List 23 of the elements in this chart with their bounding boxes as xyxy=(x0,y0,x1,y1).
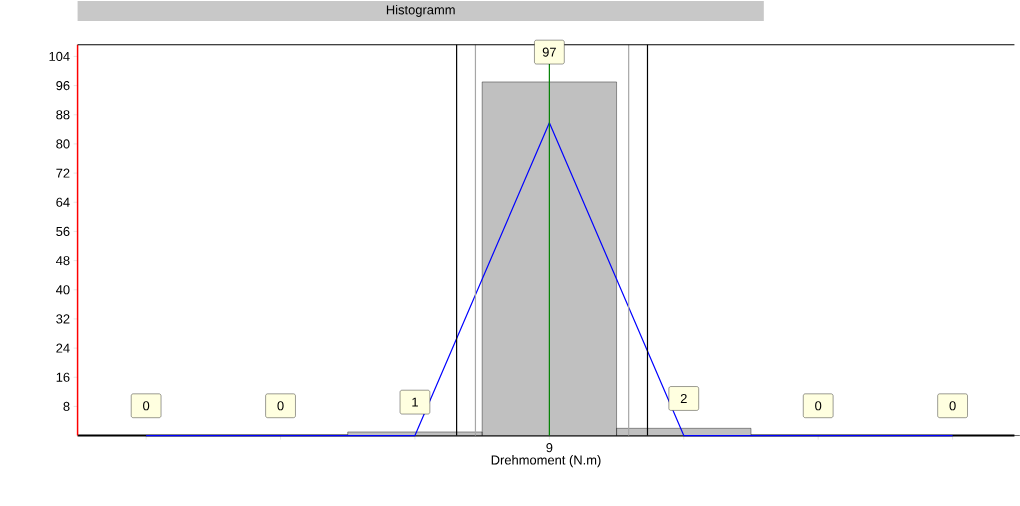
y-tick-label: 8 xyxy=(63,401,70,411)
data-label: 1 xyxy=(412,397,418,407)
y-tick-label: 88 xyxy=(56,110,70,120)
y-tick-label: 104 xyxy=(49,51,70,61)
y-tick-label: 64 xyxy=(56,197,70,207)
y-tick-label: 16 xyxy=(56,372,70,382)
y-tick-label: 80 xyxy=(56,139,70,149)
y-tick-label: 32 xyxy=(56,314,70,324)
data-label: 0 xyxy=(277,401,284,411)
chart-title: Histogramm xyxy=(386,4,455,17)
x-tick-label: 9 xyxy=(546,442,553,453)
data-label: 97 xyxy=(542,47,556,57)
y-tick-label: 48 xyxy=(56,255,70,266)
y-tick-label: 56 xyxy=(56,226,70,236)
data-label: 0 xyxy=(949,401,956,411)
y-tick-label: 40 xyxy=(56,285,70,295)
data-label: 0 xyxy=(143,401,150,411)
x-axis-title: Drehmoment (N.m) xyxy=(491,454,601,468)
data-label: 2 xyxy=(680,393,687,403)
y-tick-label: 72 xyxy=(56,168,70,178)
y-tick-label: 96 xyxy=(56,80,70,91)
data-label: 0 xyxy=(815,401,822,411)
y-tick-label: 24 xyxy=(56,343,70,353)
